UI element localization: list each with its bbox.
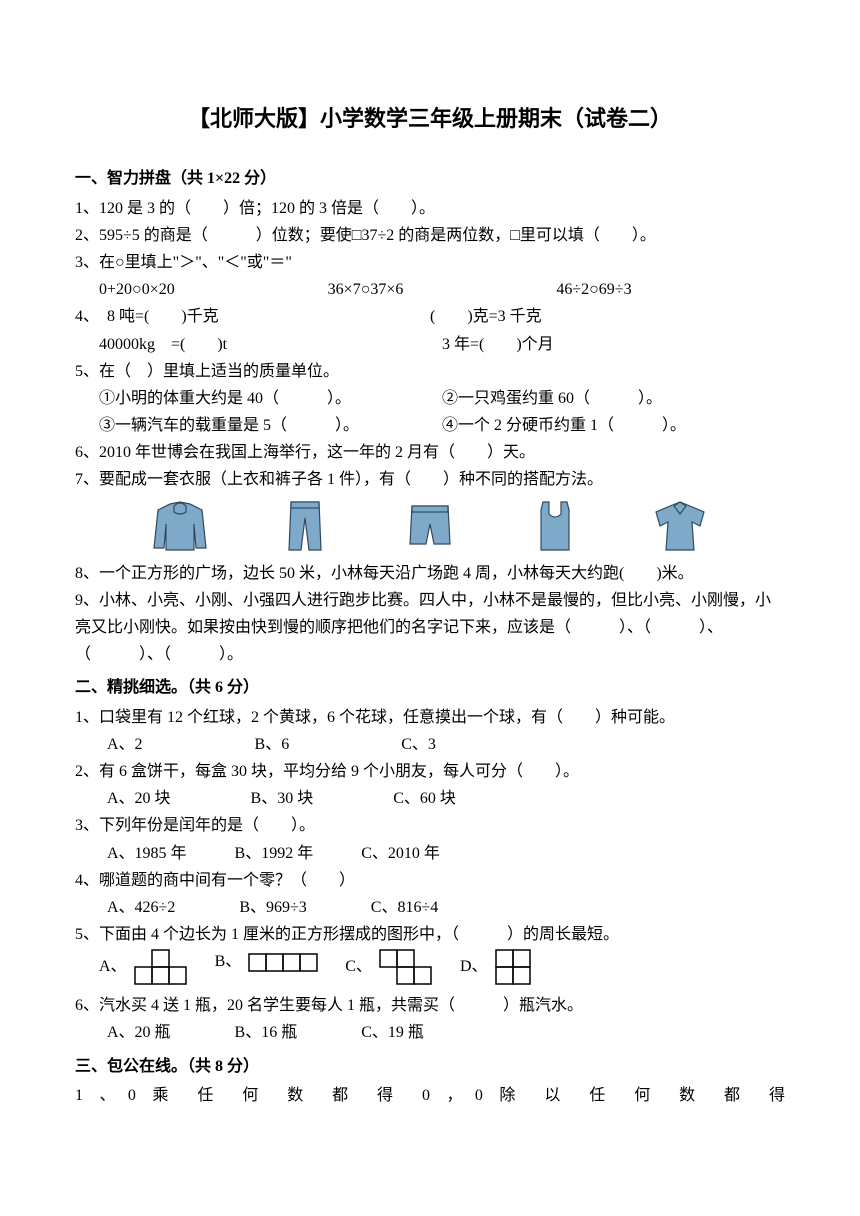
q2-4o: A、426÷2 B、969÷3 C、816÷4 [75,894,785,921]
label-a: A、 [99,953,127,980]
section-2-header: 二、精挑细选。（共 6 分） [75,674,785,701]
q1-5b: ②一只鸡蛋约重 60（ ）。 [442,385,785,412]
shape-a-icon [133,948,193,986]
q2-4: 4、哪道题的商中间有一个零？（ ） [75,867,785,894]
q1-5d: ④一个 2 分硬币约重 1（ ）。 [442,412,785,439]
q3-1: 1 、0 乘 任 何 数 都 得 0 ，0 除 以 任 何 数 都 得 [75,1082,785,1109]
q1-3c: 46÷2○69÷3 [556,276,785,303]
q2-3o: A、1985 年 B、1992 年 C、2010 年 [75,840,785,867]
q1-4a: 4、 8 吨=( )千克 [75,303,430,330]
exam-page: 【北师大版】小学数学三年级上册期末（试卷二） 一、智力拼盘（共 1×22 分） … [0,0,860,1216]
q2-5: 5、下面由 4 个边长为 1 厘米的正方形摆成的图形中，（ ）的周长最短。 [75,921,785,948]
q1-4d: 3 年=( )个月 [442,331,785,358]
q1-3: 3、在○里填上"＞"、"＜"或"＝" [75,249,785,276]
q2-2o: A、20 块 B、30 块 C、60 块 [75,785,785,812]
shape-d-icon [494,948,536,986]
q1-5: 5、在（ ）里填上适当的质量单位。 [75,358,785,385]
jacket-icon [140,496,220,554]
q1-9: 9、小林、小亮、小刚、小强四人进行跑步比赛。四人中，小林不是最慢的，但比小亮、小… [75,587,785,669]
q1-5c: ③一辆汽车的载重量是 5（ ）。 [99,412,442,439]
q1-8: 8、一个正方形的广场，边长 50 米，小林每天沿广场跑 4 周，小林每天大约跑(… [75,560,785,587]
label-d: D、 [460,953,488,980]
q1-3b: 36×7○37×6 [328,276,557,303]
q2-1o: A、2 B、6 C、3 [75,731,785,758]
pants-icon [265,496,345,554]
clothes-row [75,494,785,560]
q1-4c: 40000kg =( )t [99,331,442,358]
q1-4b: ( )克=3 千克 [430,303,785,330]
q1-3a: 0+20○0×20 [99,276,328,303]
q1-1: 1、120 是 3 的（ ）倍；120 的 3 倍是（ ）。 [75,195,785,222]
shape-c: C、 [345,948,440,986]
shape-a: A、 [99,948,195,986]
q1-4-row2: 40000kg =( )t 3 年=( )个月 [75,331,785,358]
page-title: 【北师大版】小学数学三年级上册期末（试卷二） [75,100,785,137]
shorts-icon [390,496,470,554]
shape-b-icon [247,951,323,975]
label-c: C、 [345,953,372,980]
label-b: B、 [215,948,242,975]
shape-c-icon [378,948,438,986]
q1-6: 6、2010 年世博会在我国上海举行，这一年的 2 月有（ ）天。 [75,439,785,466]
q1-7: 7、要配成一套衣服（上衣和裤子各 1 件），有（ ）种不同的搭配方法。 [75,466,785,493]
section-3-header: 三、包公在线。（共 8 分） [75,1053,785,1080]
q2-5-shapes: A、 B、 C、 [75,948,785,986]
q1-4-row1: 4、 8 吨=( )千克 ( )克=3 千克 [75,303,785,330]
q2-2: 2、有 6 盒饼干，每盒 30 块，平均分给 9 个小朋友，每人可分（ ）。 [75,758,785,785]
shirt-icon [640,496,720,554]
q2-1: 1、口袋里有 12 个红球，2 个黄球，6 个花球，任意摸出一个球，有（ ）种可… [75,704,785,731]
section-1-header: 一、智力拼盘（共 1×22 分） [75,165,785,192]
tank-top-icon [515,496,595,554]
q2-3: 3、下列年份是闰年的是（ ）。 [75,812,785,839]
shape-b: B、 [215,948,326,975]
q1-5a: ①小明的体重大约是 40（ ）。 [99,385,442,412]
q1-2: 2、595÷5 的商是（ ）位数；要使□37÷2 的商是两位数，□里可以填（ ）… [75,222,785,249]
q1-3-options: 0+20○0×20 36×7○37×6 46÷2○69÷3 [75,276,785,303]
q2-6: 6、汽水买 4 送 1 瓶，20 名学生要每人 1 瓶，共需买（ ）瓶汽水。 [75,992,785,1019]
shape-d: D、 [460,948,538,986]
q2-6o: A、20 瓶 B、16 瓶 C、19 瓶 [75,1019,785,1046]
q1-5-row2: ③一辆汽车的载重量是 5（ ）。 ④一个 2 分硬币约重 1（ ）。 [75,412,785,439]
q1-5-row1: ①小明的体重大约是 40（ ）。 ②一只鸡蛋约重 60（ ）。 [75,385,785,412]
